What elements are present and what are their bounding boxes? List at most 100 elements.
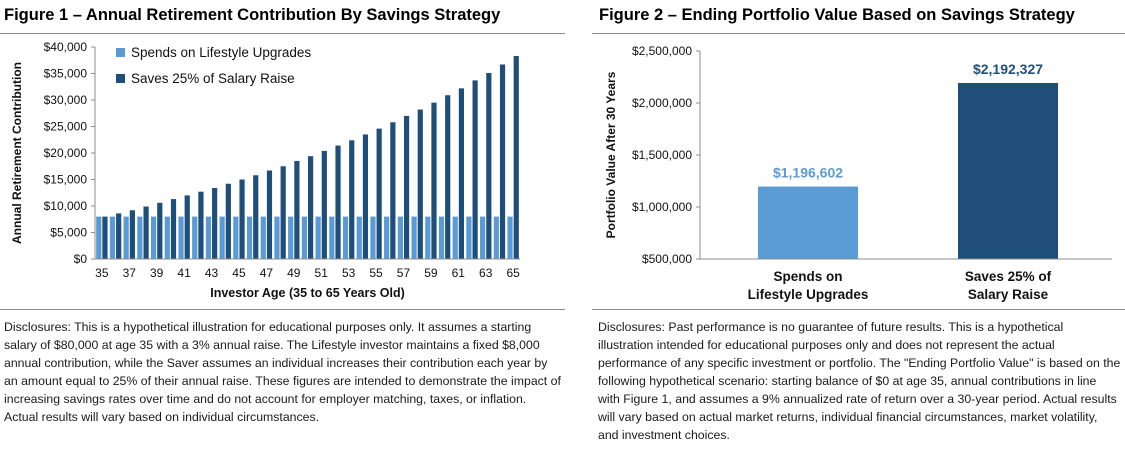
- bar-saver: [170, 199, 177, 259]
- bar-lifestyle: [397, 216, 403, 259]
- bar-lifestyle: [109, 216, 116, 259]
- bar-lifestyle: [507, 216, 513, 259]
- bar-saver: [225, 183, 231, 259]
- x-axis-title: Investor Age (35 to 65 Years Old): [210, 286, 405, 300]
- x-category-label: Salary Raise: [968, 287, 1049, 302]
- bar-lifestyle: [137, 216, 143, 259]
- legend-swatch: [116, 48, 125, 57]
- figure-2-panel: Figure 2 – Ending Portfolio Value Based …: [592, 0, 1125, 449]
- bar-saver: [958, 82, 1058, 260]
- bar-saver: [431, 102, 437, 260]
- bar-saver: [349, 140, 355, 259]
- x-tick-label: 39: [150, 266, 164, 280]
- bar-lifestyle: [452, 216, 458, 259]
- bar-lifestyle: [260, 216, 266, 259]
- bar-lifestyle: [758, 186, 858, 259]
- bar-saver: [403, 115, 410, 260]
- figure-2-title-rule: [592, 33, 1125, 34]
- bar-lifestyle: [274, 216, 280, 259]
- figure-1-disclosure: Disclosures: This is a hypothetical illu…: [4, 320, 561, 424]
- y-tick-label: $2,500,000: [632, 44, 692, 58]
- bar-saver: [321, 150, 327, 259]
- bar-lifestyle: [438, 216, 445, 259]
- legend-swatch: [116, 74, 125, 83]
- x-tick-label: 41: [177, 266, 191, 280]
- bar-lifestyle: [205, 216, 212, 259]
- data-label: $2,192,327: [973, 61, 1043, 77]
- bar-lifestyle: [493, 216, 499, 259]
- bar-saver: [266, 170, 273, 259]
- bar-lifestyle: [288, 216, 294, 259]
- bar-saver: [390, 122, 396, 259]
- y-tick-label: $500,000: [642, 252, 692, 266]
- data-label: $1,196,602: [773, 165, 843, 181]
- y-tick-label: $1,000,000: [632, 200, 692, 214]
- bar-saver: [157, 202, 163, 259]
- figure-2-disclosure-rule: [592, 309, 1125, 310]
- y-tick-label: $15,000: [44, 173, 88, 187]
- x-category-label: Lifestyle Upgrades: [748, 287, 869, 302]
- y-tick-label: $10,000: [44, 199, 88, 213]
- bar-saver: [308, 156, 314, 259]
- y-tick-label: $2,000,000: [632, 96, 692, 110]
- y-tick-label: $1,500,000: [632, 148, 692, 162]
- bar-lifestyle: [219, 216, 225, 259]
- bar-saver: [294, 160, 300, 259]
- x-tick-label: 57: [397, 266, 411, 280]
- y-tick-label: $5,000: [50, 226, 87, 240]
- figure-1-title: Figure 1 – Annual Retirement Contributio…: [4, 6, 501, 24]
- x-tick-label: 43: [205, 266, 219, 280]
- bar-saver: [184, 195, 190, 259]
- bar-saver: [472, 80, 478, 259]
- x-tick-label: 61: [452, 266, 466, 280]
- x-tick-label: 35: [95, 266, 109, 280]
- bar-lifestyle: [466, 216, 472, 259]
- x-tick-label: 63: [479, 266, 493, 280]
- bar-lifestyle: [123, 216, 129, 259]
- figure-1-chart: $0 $5,000 $10,000 $15,000 $20,000 $25,000 $30,…: [10, 40, 520, 300]
- x-tick-label: 55: [369, 266, 383, 280]
- bar-saver: [239, 179, 245, 259]
- figure-2-chart: $500,000 $1,000,000 $1,500,000 $2,000,000 $2…: [604, 44, 1112, 302]
- bar-lifestyle: [96, 216, 102, 259]
- bar-saver: [280, 166, 286, 259]
- bar-lifestyle: [150, 216, 157, 259]
- y-tick-label: $35,000: [44, 67, 88, 81]
- x-tick-label: 49: [287, 266, 301, 280]
- bar-saver: [513, 56, 519, 260]
- bar-saver: [376, 128, 382, 259]
- figure-1-disclosure-rule: [0, 309, 565, 310]
- bar-saver: [212, 187, 218, 259]
- y-tick-label: $40,000: [44, 40, 88, 54]
- bar-saver: [458, 88, 465, 259]
- bar-saver: [445, 95, 451, 259]
- x-tick-label: 59: [424, 266, 438, 280]
- x-tick-label: 37: [123, 266, 137, 280]
- bar-saver: [362, 134, 369, 259]
- bar-saver: [143, 206, 149, 259]
- y-tick-label: $0: [74, 252, 88, 266]
- x-tick-label: 53: [342, 266, 356, 280]
- bar-lifestyle: [384, 216, 390, 259]
- bar-lifestyle: [192, 216, 198, 259]
- legend-label: Spends on Lifestyle Upgrades: [131, 45, 311, 60]
- figure-2-title: Figure 2 – Ending Portfolio Value Based …: [599, 6, 1075, 24]
- bar-lifestyle: [425, 216, 431, 259]
- bar-saver: [417, 109, 423, 259]
- bar-saver: [253, 175, 259, 259]
- figure-1-panel: Figure 1 – Annual Retirement Contributio…: [0, 6, 565, 424]
- bar-lifestyle: [329, 216, 335, 259]
- bar-saver: [102, 216, 108, 259]
- bar-lifestyle: [233, 216, 239, 259]
- bar-saver: [335, 145, 341, 259]
- bar-lifestyle: [178, 216, 184, 259]
- y-tick-label: $25,000: [44, 120, 88, 134]
- bar-lifestyle: [480, 216, 486, 259]
- bar-saver: [198, 191, 204, 259]
- x-category-label: Spends on: [773, 269, 842, 284]
- x-tick-label: 51: [315, 266, 329, 280]
- figure-1-title-rule: [0, 33, 565, 34]
- bar-lifestyle: [301, 216, 307, 259]
- bar-saver: [486, 72, 492, 259]
- bar-saver: [129, 210, 135, 259]
